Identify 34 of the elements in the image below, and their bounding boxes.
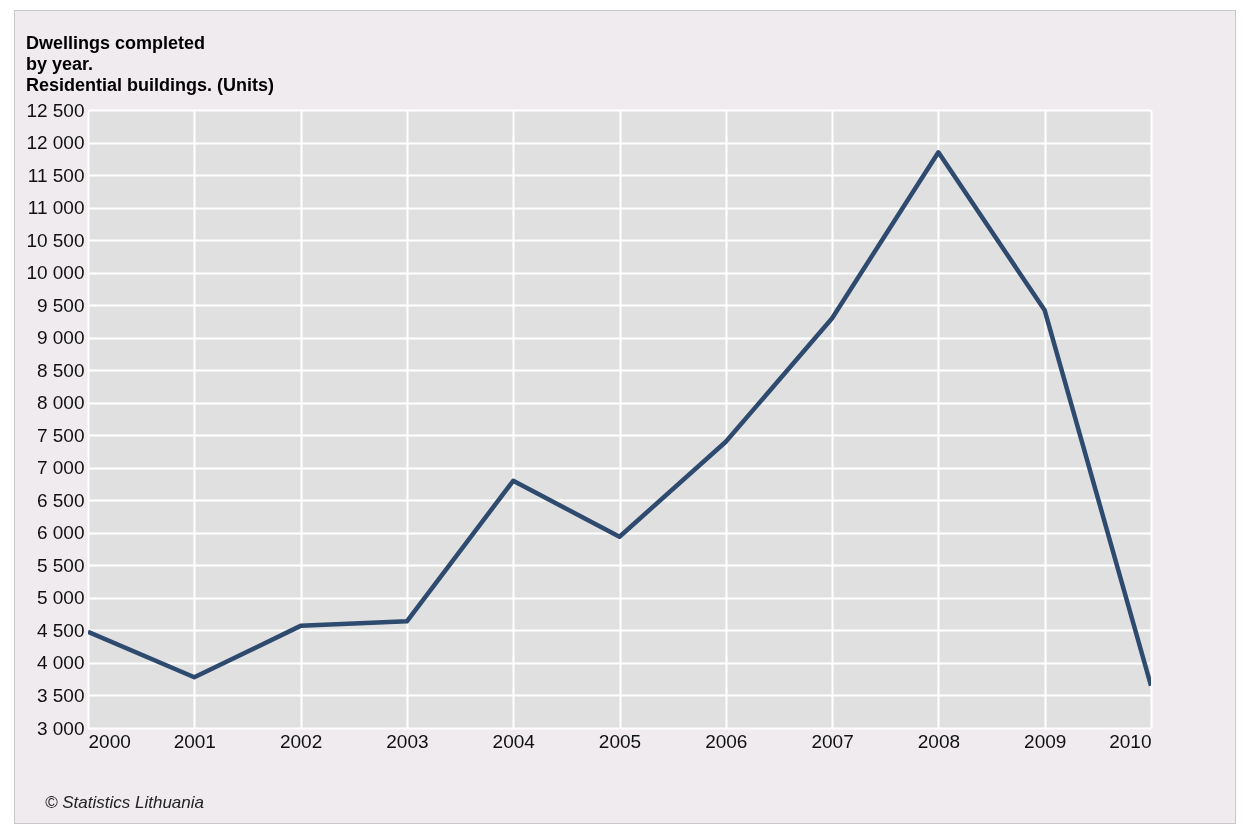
y-tick-label: 5 500 bbox=[36, 554, 85, 576]
x-tick-label: 2008 bbox=[917, 730, 961, 752]
y-tick-label: 7 500 bbox=[36, 424, 85, 446]
y-tick-label: 3 000 bbox=[36, 717, 85, 739]
x-tick-label: 2010 bbox=[1109, 730, 1152, 752]
chart-title: Dwellings completed by year. Residential buildings. (Units) bbox=[25, 33, 274, 95]
x-tick-label: 2001 bbox=[173, 730, 216, 752]
line-series bbox=[88, 150, 1151, 688]
y-tick-label: 4 500 bbox=[36, 619, 85, 641]
y-tick-label: 12 000 bbox=[26, 132, 85, 154]
x-tick-label: 2007 bbox=[811, 730, 854, 752]
y-tick-label: 5 000 bbox=[36, 587, 85, 609]
y-tick-label: 9 500 bbox=[36, 294, 85, 316]
y-tick-label: 11 000 bbox=[27, 197, 85, 219]
y-tick-label: 8 500 bbox=[36, 359, 85, 381]
y-tick-label: 10 500 bbox=[26, 229, 85, 251]
y-tick-label: 7 000 bbox=[36, 457, 85, 479]
text: © Statistics Lithuania bbox=[45, 793, 204, 813]
x-tick-label: 2006 bbox=[705, 730, 748, 752]
x-tick-label: 2000 bbox=[88, 730, 131, 752]
x-tick-label: 2004 bbox=[492, 730, 536, 752]
y-tick-label: 9 000 bbox=[36, 327, 85, 349]
y-tick-label: 3 500 bbox=[36, 684, 85, 706]
x-tick-label: 2009 bbox=[1024, 730, 1067, 752]
y-tick-label: 11 500 bbox=[27, 164, 85, 186]
y-tick-label: 10 000 bbox=[26, 262, 85, 284]
y-tick-label: 8 000 bbox=[36, 392, 85, 414]
x-tick-label: 2002 bbox=[279, 730, 323, 752]
y-tick-label: 6 000 bbox=[36, 522, 85, 544]
y-tick-label: 6 500 bbox=[36, 489, 85, 511]
x-tick-label: 2005 bbox=[598, 730, 642, 752]
x-tick-label: 2003 bbox=[386, 730, 429, 752]
y-tick-label: 12 500 bbox=[26, 99, 85, 121]
y-tick-label: 4 000 bbox=[36, 652, 85, 674]
